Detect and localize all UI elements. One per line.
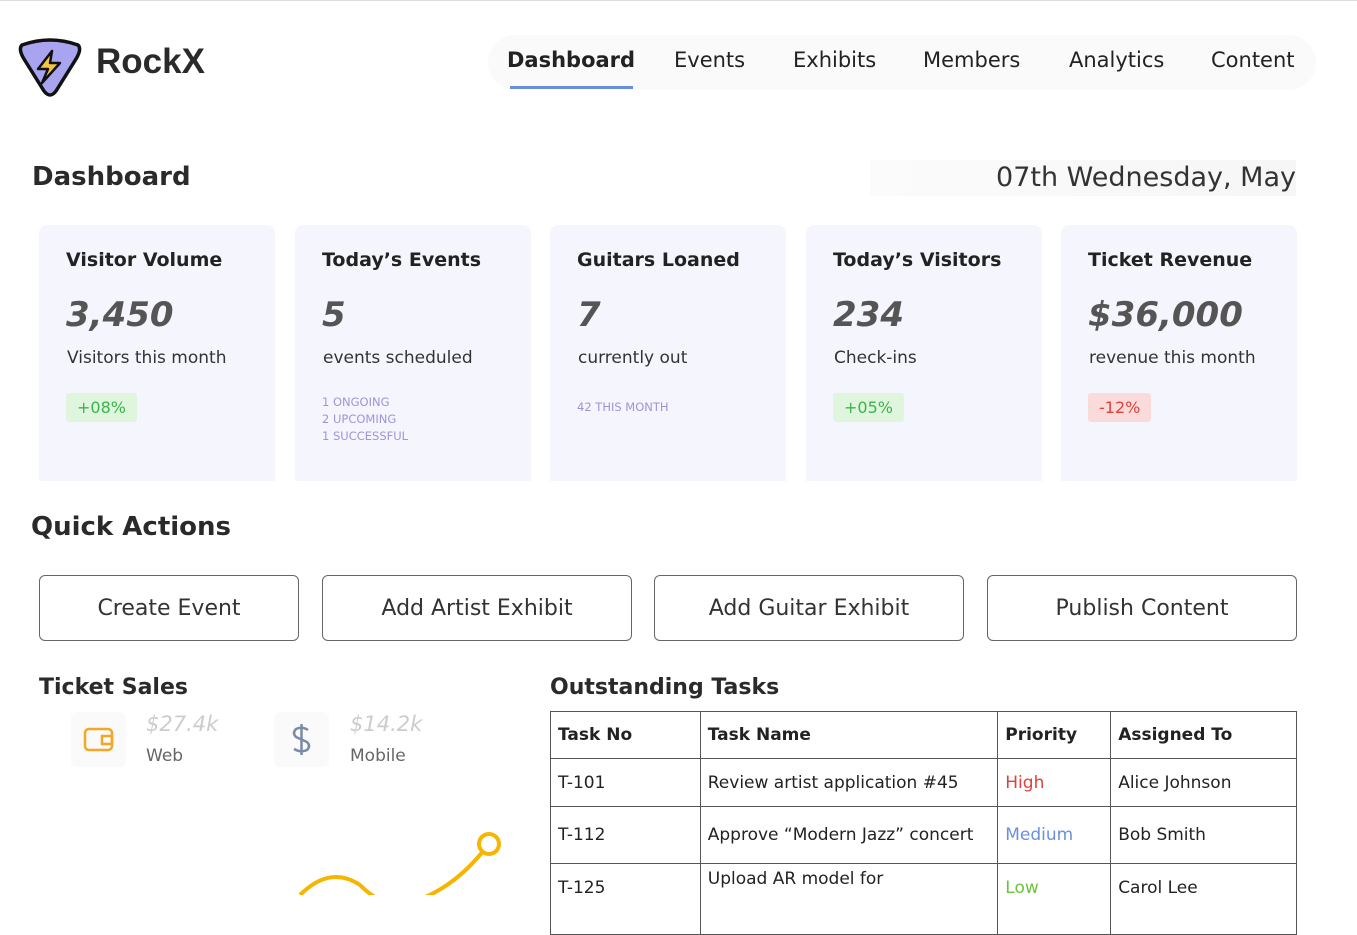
- stat-card: Guitars Loaned 7 currently out 42 THIS M…: [550, 225, 786, 481]
- action-button[interactable]: Publish Content: [987, 575, 1297, 641]
- date: 07th Wednesday, May: [996, 162, 1296, 193]
- stat-notes: 42 THIS MONTH: [577, 399, 669, 416]
- dollar-icon: [292, 724, 311, 755]
- brand-name[interactable]: RockX: [96, 42, 205, 81]
- sales-amount: $27.4k: [146, 712, 219, 736]
- stat-notes: 1 ONGOING 2 UPCOMING 1 SUCCESSFUL: [322, 394, 408, 445]
- stat-badge: +05%: [833, 393, 904, 422]
- stat-title: Guitars Loaned: [577, 249, 740, 271]
- sales-label: Mobile: [350, 746, 406, 766]
- task-priority: Medium: [997, 806, 1112, 864]
- sales-label: Web: [146, 746, 184, 766]
- stat-value: 7: [577, 295, 601, 335]
- nav-link[interactable]: Exhibits: [793, 48, 877, 72]
- stat-note: 1 SUCCESSFUL: [322, 429, 409, 443]
- task-priority: High: [997, 758, 1112, 807]
- task-no: T-112: [550, 806, 701, 864]
- stat-caption: revenue this month: [1089, 348, 1256, 368]
- nav-active-indicator: [510, 86, 633, 89]
- stat-title: Ticket Revenue: [1088, 249, 1253, 271]
- stat-value: 234: [833, 295, 904, 335]
- task-name: Upload AR model for: [699, 863, 999, 935]
- column-header: Priority: [997, 711, 1112, 759]
- stat-card: Visitor Volume 3,450 Visitors this month…: [39, 225, 275, 481]
- stat-caption: events scheduled: [323, 348, 473, 368]
- nav-bar: [488, 35, 1316, 90]
- icon-box: [71, 712, 126, 767]
- section-title: Ticket Sales: [39, 675, 188, 700]
- stat-card: Ticket Revenue $36,000 revenue this mont…: [1061, 225, 1297, 481]
- action-button[interactable]: Create Event: [39, 575, 299, 641]
- date-box: [870, 160, 1296, 196]
- stat-caption: currently out: [578, 348, 688, 368]
- action-button[interactable]: Add Guitar Exhibit: [654, 575, 964, 641]
- stat-note: 1 ONGOING: [322, 395, 390, 409]
- nav-link[interactable]: Content: [1211, 48, 1295, 72]
- stat-title: Today’s Visitors: [833, 249, 1002, 271]
- logo-icon: [18, 38, 82, 97]
- action-button[interactable]: Add Artist Exhibit: [322, 575, 632, 641]
- stat-title: Today’s Events: [322, 249, 482, 271]
- stat-value: 3,450: [66, 295, 174, 335]
- column-header: Task Name: [699, 711, 999, 759]
- task-no: T-101: [550, 758, 701, 807]
- stat-caption: Visitors this month: [67, 348, 227, 368]
- nav-link[interactable]: Members: [923, 48, 1021, 72]
- column-header: Assigned To: [1110, 711, 1297, 759]
- stat-note: 2 UPCOMING: [322, 412, 397, 426]
- task-assignee: Alice Johnson: [1110, 758, 1297, 807]
- task-assignee: Carol Lee: [1110, 863, 1297, 935]
- stat-title: Visitor Volume: [66, 249, 223, 271]
- stat-card: Today’s Visitors 234 Check-ins +05%: [806, 225, 1042, 481]
- task-assignee: Bob Smith: [1110, 806, 1297, 864]
- nav-link[interactable]: Dashboard: [507, 48, 636, 72]
- stat-value: $36,000: [1088, 295, 1243, 335]
- sales-chart-line: [298, 832, 501, 895]
- task-name: Review artist application #45: [699, 758, 999, 807]
- top-border: [0, 0, 1357, 1]
- stat-value: 5: [322, 295, 346, 335]
- section-title: Quick Actions: [31, 512, 232, 542]
- stat-badge: +08%: [66, 393, 137, 422]
- stat-card: Today’s Events 5 events scheduled 1 ONGO…: [295, 225, 531, 481]
- page-title: Dashboard: [32, 162, 191, 192]
- column-header: Task No: [550, 711, 701, 759]
- stat-badge: -12%: [1088, 393, 1152, 422]
- section-title: Outstanding Tasks: [550, 675, 780, 700]
- stat-caption: Check-ins: [834, 348, 917, 368]
- task-priority: Low: [997, 863, 1112, 935]
- task-no: T-125: [550, 863, 701, 935]
- wallet-icon: [83, 727, 114, 752]
- nav-link[interactable]: Events: [674, 48, 746, 72]
- task-name: Approve “Modern Jazz” concert: [699, 806, 999, 864]
- sales-amount: $14.2k: [350, 712, 423, 736]
- tasks-table: Task No Task Name Priority Assigned To T…: [550, 711, 1297, 935]
- stat-note: 42 THIS MONTH: [577, 400, 669, 414]
- icon-box: [274, 712, 329, 767]
- nav-link[interactable]: Analytics: [1069, 48, 1165, 72]
